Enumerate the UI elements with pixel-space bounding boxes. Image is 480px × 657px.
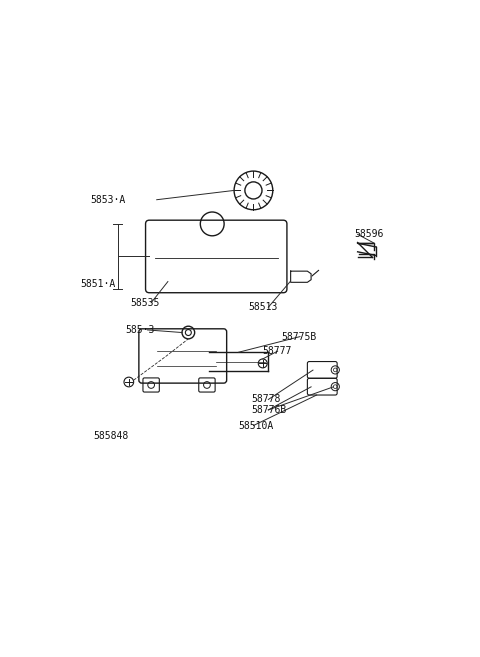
Text: 58775B: 58775B <box>281 332 317 342</box>
Text: 58535: 58535 <box>130 298 159 307</box>
Text: 58778: 58778 <box>252 394 281 405</box>
Text: 58777: 58777 <box>263 346 292 356</box>
Text: 5851·A: 5851·A <box>81 279 116 289</box>
Text: 58510A: 58510A <box>239 420 274 430</box>
Text: 58776B: 58776B <box>252 405 287 415</box>
Text: 5853·A: 5853·A <box>91 194 126 205</box>
Text: 585·3: 585·3 <box>125 325 155 335</box>
Text: 58513: 58513 <box>248 302 277 312</box>
Polygon shape <box>290 271 311 283</box>
Text: 585848: 585848 <box>94 431 129 441</box>
Text: 58596: 58596 <box>354 229 383 239</box>
